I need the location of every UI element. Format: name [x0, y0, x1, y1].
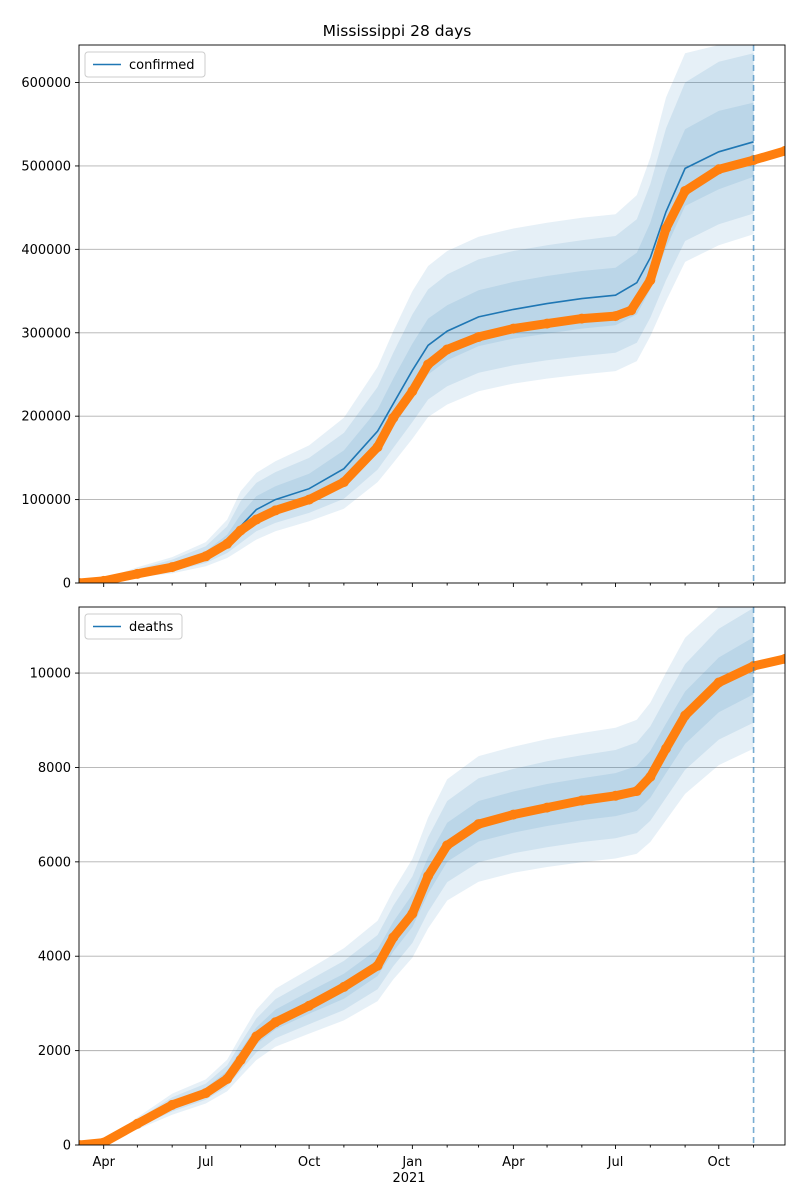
y-tick-label: 6000: [38, 855, 71, 870]
observed-point: [251, 514, 262, 525]
chart-title: Mississippi 28 days: [323, 22, 472, 40]
observed-point: [713, 677, 724, 688]
observed-point: [780, 145, 785, 156]
observed-point: [304, 494, 315, 505]
y-tick-label: 4000: [38, 950, 71, 965]
observed-point: [442, 840, 453, 851]
x-tick-label: Jan: [401, 1155, 422, 1170]
middle-uncertainty-band: [79, 607, 754, 1145]
middle-uncertainty-band: [79, 53, 754, 583]
legend-label: deaths: [129, 620, 174, 635]
observed-point: [270, 1017, 281, 1028]
y-tick-label: 300000: [21, 326, 71, 341]
y-tick-label: 10000: [30, 667, 71, 682]
observed-point: [407, 908, 418, 919]
observed-point: [132, 1118, 143, 1129]
y-tick-label: 200000: [21, 410, 71, 425]
observed-point: [132, 568, 143, 579]
observed-point: [542, 318, 553, 329]
outer-uncertainty-band: [79, 45, 754, 583]
observed-point: [270, 505, 281, 516]
confirmed-panel: 0 100000 200000 300000 400000 500000 600000 con…: [21, 44, 786, 592]
observed-point: [222, 538, 233, 549]
observed-point: [98, 575, 109, 583]
plot-frame: [78, 606, 786, 1146]
observed-point: [222, 1073, 233, 1084]
observed-point: [473, 819, 484, 830]
legend-box: [84, 51, 206, 78]
legend-box: [84, 613, 183, 640]
observed-point: [251, 1031, 262, 1042]
x-tick-label: Jul: [197, 1155, 214, 1170]
y-tick-label: 0: [63, 1139, 71, 1154]
observed-point: [235, 1055, 246, 1066]
observed-point: [508, 809, 519, 820]
observed-point: [576, 795, 587, 806]
observed-point: [388, 412, 399, 423]
x-axis-year-label: 2021: [392, 1171, 425, 1186]
observed-point: [235, 525, 246, 536]
observed-point: [372, 960, 383, 971]
observed-point: [98, 1137, 109, 1145]
x-tick-label: Oct: [298, 1155, 320, 1170]
observed-point: [423, 871, 434, 881]
observed-point: [661, 743, 672, 754]
observed-point: [748, 660, 759, 671]
inner-uncertainty-band: [79, 102, 754, 583]
x-tick-label: Apr: [502, 1155, 525, 1170]
y-tick-label: 100000: [21, 493, 71, 508]
observed-point: [780, 653, 785, 664]
deaths-panel: 0 2000 4000 6000 8000 10000 Apr Jul Oct Jan Apr Jul…: [30, 606, 786, 1170]
observed-point: [79, 578, 84, 583]
observed-point: [338, 477, 349, 488]
observed-point: [610, 790, 621, 801]
observed-point: [645, 275, 656, 286]
y-tick-label: 600000: [21, 76, 71, 91]
x-tick-label: Oct: [708, 1155, 730, 1170]
observed-point: [473, 331, 484, 342]
observed-point: [423, 359, 434, 370]
outer-uncertainty-band: [79, 607, 754, 1145]
observed-point: [167, 562, 178, 573]
observed-point: [372, 442, 383, 453]
observed-point: [167, 1099, 178, 1110]
plot-frame: [78, 44, 786, 584]
y-tick-label: 400000: [21, 243, 71, 258]
observed-series-line: [79, 654, 785, 1145]
observed-point: [713, 164, 724, 175]
y-tick-label: 0: [63, 577, 71, 592]
observed-point: [200, 1088, 211, 1099]
observed-point: [508, 323, 519, 334]
observed-point: [610, 311, 621, 322]
observed-point: [680, 710, 691, 721]
observed-point: [338, 981, 349, 992]
observed-point: [626, 305, 637, 316]
observed-point: [442, 344, 453, 355]
observed-point: [661, 223, 672, 234]
observed-point: [680, 185, 691, 196]
observed-point: [79, 1140, 84, 1145]
observed-point: [631, 786, 642, 797]
x-tick-label: Apr: [92, 1155, 115, 1170]
observed-point: [304, 1000, 315, 1011]
observed-point: [388, 932, 399, 943]
legend-label: confirmed: [129, 58, 195, 73]
observed-point: [200, 551, 211, 562]
y-tick-label: 8000: [38, 761, 71, 776]
observed-point: [645, 771, 656, 782]
observed-point: [407, 386, 418, 397]
observed-point: [542, 802, 553, 813]
inner-uncertainty-band: [79, 637, 754, 1145]
y-tick-label: 500000: [21, 159, 71, 174]
x-tick-label: Jul: [607, 1155, 624, 1170]
observed-series-line: [79, 146, 785, 583]
y-tick-label: 2000: [38, 1044, 71, 1059]
observed-point: [576, 313, 587, 324]
